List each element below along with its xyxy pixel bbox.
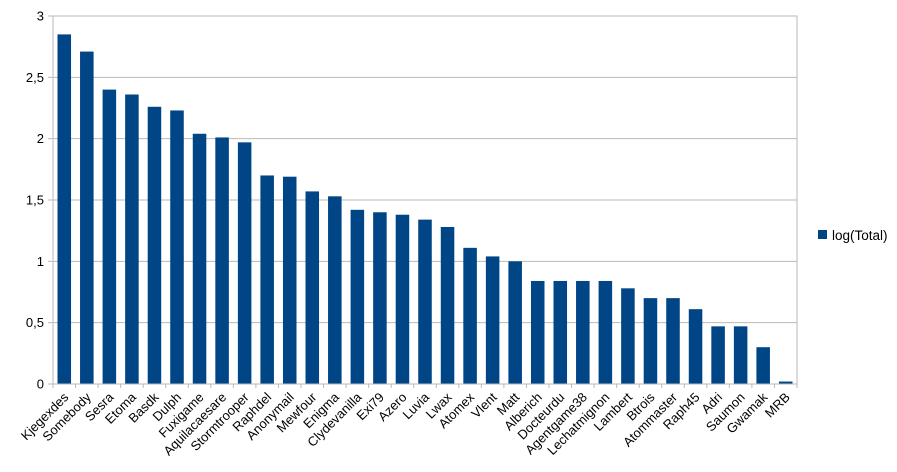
- bar: [305, 191, 320, 384]
- legend-swatch: [818, 230, 827, 239]
- bar: [328, 196, 342, 384]
- y-axis-label: 3: [37, 9, 44, 24]
- y-axis-label: 2: [37, 131, 44, 146]
- bar: [711, 326, 725, 384]
- bar: [282, 176, 297, 384]
- y-axis-label: 0,5: [26, 315, 44, 330]
- bar: [440, 226, 455, 384]
- bar: [530, 280, 545, 384]
- bar: [102, 89, 117, 384]
- bar: [621, 288, 635, 384]
- bar: [237, 142, 252, 384]
- bar: [147, 106, 162, 385]
- x-axis-label: MRB: [762, 390, 793, 421]
- bar: [418, 219, 432, 384]
- bar: [57, 34, 72, 385]
- y-axis-label: 0: [37, 377, 44, 392]
- bar: [666, 298, 680, 384]
- y-axis-label: 1,5: [26, 193, 44, 208]
- bar: [598, 280, 613, 384]
- bar: [485, 256, 500, 384]
- y-axis-label: 2,5: [26, 70, 44, 85]
- bar: [350, 209, 365, 384]
- axes: [48, 15, 798, 388]
- bar: [553, 280, 568, 384]
- bar: [395, 214, 410, 384]
- bar: [463, 247, 477, 384]
- bar: [508, 261, 522, 384]
- bar: [778, 381, 793, 384]
- bar: [80, 51, 94, 384]
- bar: [688, 309, 703, 384]
- axis-labels: 00,511,522,53KjegexdesSomebodySesraEtoma…: [18, 9, 793, 459]
- bar: [192, 133, 207, 384]
- bar: [756, 347, 770, 384]
- bar: [260, 175, 274, 384]
- bar: [170, 110, 184, 384]
- bar-series: [57, 34, 793, 385]
- legend-label: log(Total): [832, 228, 888, 243]
- bar: [576, 280, 590, 384]
- bar: [215, 137, 229, 384]
- bar: [125, 94, 139, 385]
- bar: [643, 298, 658, 384]
- y-axis-label: 1: [37, 254, 44, 269]
- legend: log(Total): [818, 228, 888, 243]
- bar: [373, 212, 387, 384]
- plot-border: [52, 15, 798, 385]
- bar: [733, 326, 748, 384]
